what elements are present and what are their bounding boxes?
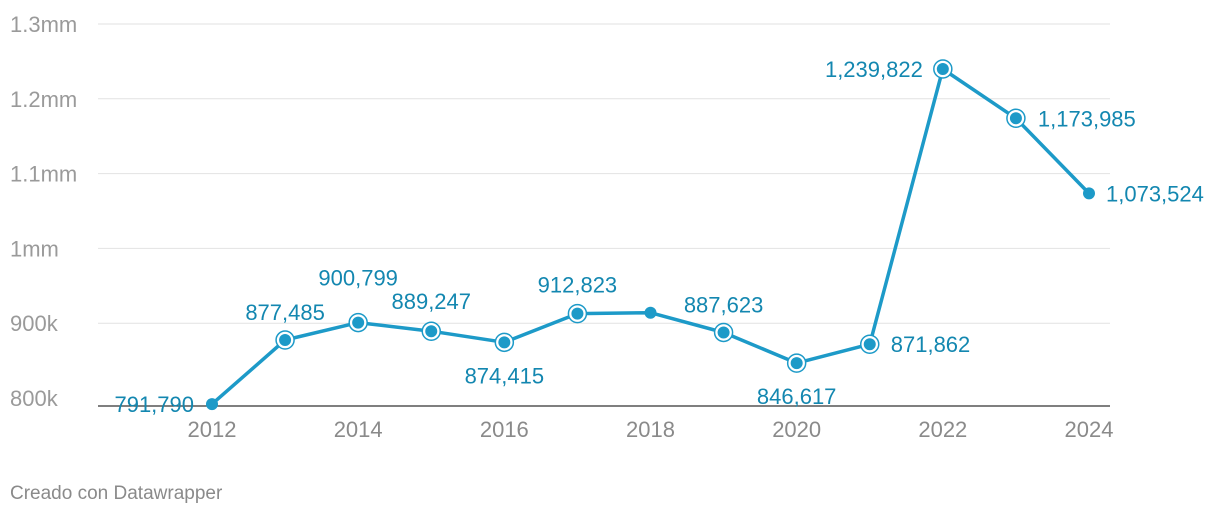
- data-label: 1,239,822: [825, 57, 923, 82]
- data-label: 1,073,524: [1106, 181, 1204, 206]
- x-tick-label: 2020: [772, 417, 821, 442]
- data-point: [790, 357, 803, 370]
- data-label: 791,790: [114, 392, 194, 417]
- y-tick-label: 900k: [10, 311, 59, 336]
- x-tick-label: 2022: [918, 417, 967, 442]
- chart-credit: Creado con Datawrapper: [10, 483, 223, 504]
- y-tick-label: 1.3mm: [10, 12, 77, 37]
- x-tick-label: 2016: [480, 417, 529, 442]
- data-label: 871,862: [891, 332, 971, 357]
- y-tick-label: 1.1mm: [10, 162, 77, 187]
- x-tick-label: 2014: [334, 417, 383, 442]
- x-axis-ticks: 2012 2014 2016 2018 2020 2022 2024: [188, 417, 1114, 442]
- data-point: [863, 338, 876, 351]
- data-label: 900,799: [318, 266, 398, 291]
- data-point: [425, 325, 438, 338]
- y-tick-label: 800k: [10, 386, 59, 411]
- data-point: [571, 307, 584, 320]
- data-point: [498, 336, 511, 349]
- data-point: [644, 306, 657, 319]
- data-point: [1009, 112, 1022, 125]
- y-axis-ticks: 800k 900k 1mm 1.1mm 1.2mm 1.3mm: [10, 12, 77, 411]
- data-point: [206, 398, 218, 411]
- x-tick-label: 2012: [188, 417, 237, 442]
- data-label: 912,823: [538, 273, 618, 298]
- x-tick-label: 2018: [626, 417, 675, 442]
- data-point: [1083, 187, 1095, 200]
- data-label: 889,247: [391, 289, 471, 314]
- data-label: 877,485: [245, 300, 325, 325]
- data-point: [279, 334, 292, 347]
- x-tick-label: 2024: [1065, 417, 1114, 442]
- data-points: [206, 59, 1095, 411]
- y-tick-label: 1.2mm: [10, 87, 77, 112]
- data-point: [717, 326, 730, 339]
- data-point: [936, 63, 949, 76]
- data-label: 1,173,985: [1038, 106, 1136, 131]
- gridlines: [98, 23, 1110, 324]
- data-label: 887,623: [684, 292, 764, 317]
- data-point: [352, 316, 365, 329]
- data-label: 874,415: [465, 363, 545, 388]
- data-label: 846,617: [757, 384, 837, 409]
- y-tick-label: 1mm: [10, 236, 59, 261]
